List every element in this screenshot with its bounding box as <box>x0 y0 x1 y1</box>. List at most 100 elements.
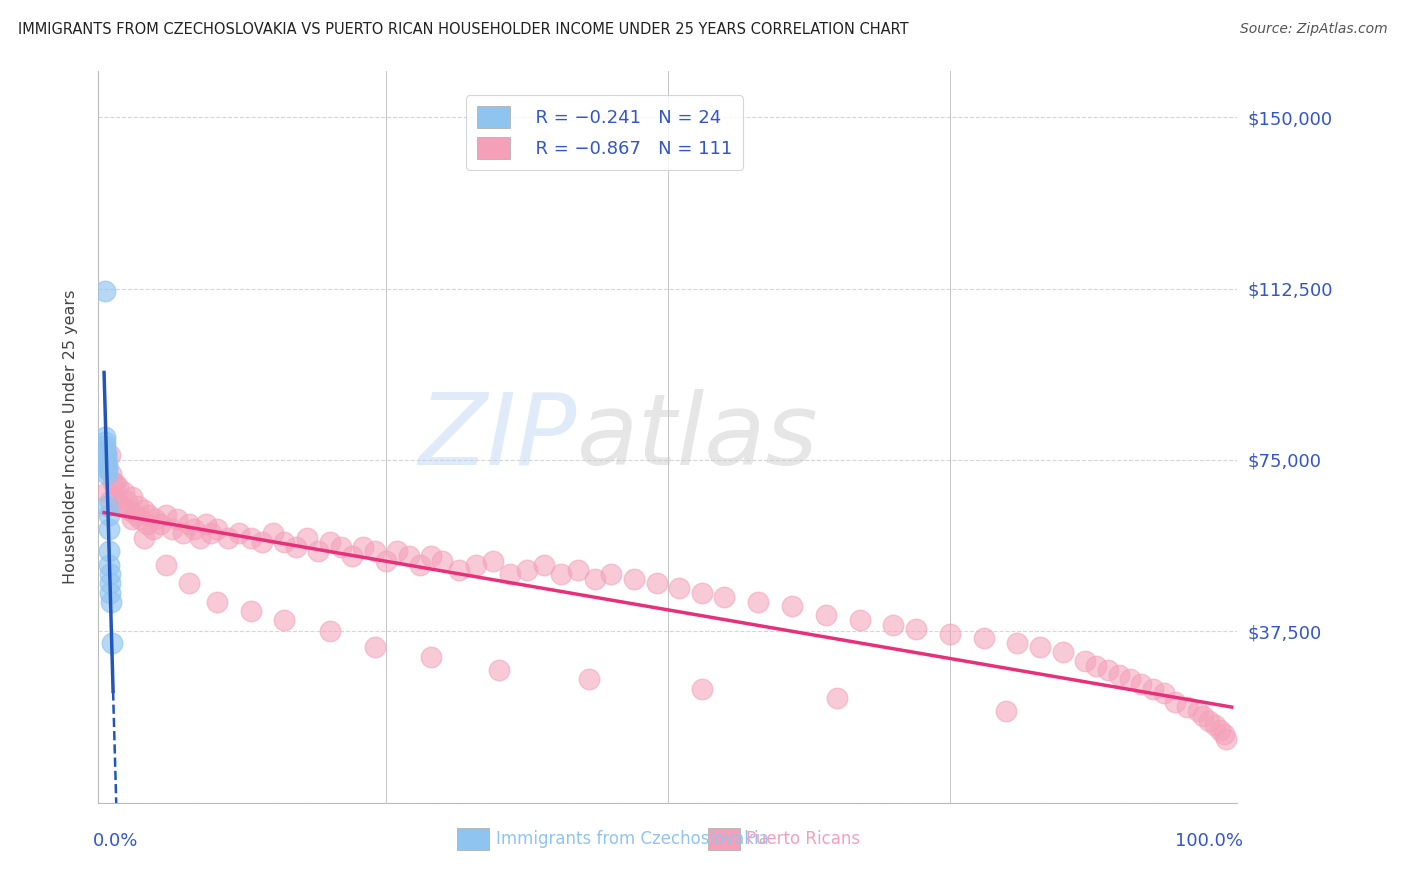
Point <box>200 526 222 541</box>
Point <box>96 453 118 467</box>
Point <box>567 563 589 577</box>
Point <box>118 503 141 517</box>
Point <box>1142 681 1164 696</box>
Point <box>155 508 177 522</box>
Point <box>307 544 329 558</box>
Point <box>516 563 538 577</box>
Text: Immigrants from Czechoslovakia: Immigrants from Czechoslovakia <box>496 830 769 848</box>
Point <box>100 594 122 608</box>
Point <box>1130 677 1153 691</box>
Point <box>98 448 121 462</box>
Point <box>121 490 143 504</box>
Point <box>1119 673 1142 687</box>
Point <box>110 499 132 513</box>
Point <box>98 567 121 582</box>
Point <box>690 585 713 599</box>
Point <box>166 512 188 526</box>
Point <box>340 549 363 563</box>
Point <box>101 475 124 490</box>
Point <box>1007 636 1029 650</box>
Point <box>124 508 146 522</box>
Point <box>177 516 200 531</box>
Point <box>138 508 160 522</box>
Point <box>409 558 432 573</box>
Point <box>375 553 398 567</box>
Point <box>98 494 121 508</box>
Point <box>780 599 803 614</box>
Point <box>205 594 228 608</box>
Point <box>172 526 194 541</box>
Point <box>112 484 135 499</box>
Point <box>107 480 129 494</box>
Point <box>1187 705 1209 719</box>
Point <box>96 446 118 460</box>
Point <box>94 434 117 449</box>
Point <box>623 572 645 586</box>
Point <box>387 544 409 558</box>
Point <box>578 673 600 687</box>
Point <box>94 430 117 444</box>
Point <box>318 624 340 639</box>
Point <box>98 585 121 599</box>
Point <box>104 490 127 504</box>
Point <box>904 622 927 636</box>
Point <box>96 484 118 499</box>
Text: atlas: atlas <box>576 389 818 485</box>
Point <box>155 558 177 573</box>
Point <box>668 581 690 595</box>
Text: 100.0%: 100.0% <box>1175 832 1243 850</box>
Text: IMMIGRANTS FROM CZECHOSLOVAKIA VS PUERTO RICAN HOUSEHOLDER INCOME UNDER 25 YEARS: IMMIGRANTS FROM CZECHOSLOVAKIA VS PUERTO… <box>18 22 908 37</box>
Point <box>363 640 385 655</box>
Point <box>550 567 572 582</box>
Point <box>1212 727 1234 741</box>
Point <box>488 663 510 677</box>
Point <box>1204 718 1226 732</box>
Point <box>938 626 960 640</box>
Point <box>96 450 118 465</box>
Point <box>143 512 166 526</box>
Point <box>1215 731 1237 746</box>
Point <box>97 558 120 573</box>
Point <box>690 681 713 696</box>
Point <box>177 576 200 591</box>
Point <box>121 512 143 526</box>
Point <box>129 512 152 526</box>
Point <box>1097 663 1119 677</box>
Point <box>499 567 522 582</box>
Point <box>273 613 295 627</box>
Point <box>1192 709 1215 723</box>
Text: Source: ZipAtlas.com: Source: ZipAtlas.com <box>1240 22 1388 37</box>
Point <box>96 458 118 472</box>
Point <box>1074 654 1097 668</box>
Point <box>363 544 385 558</box>
Point <box>239 604 262 618</box>
Point <box>273 535 295 549</box>
Point <box>814 608 837 623</box>
Point <box>713 590 735 604</box>
Point <box>1209 723 1232 737</box>
Point <box>97 521 120 535</box>
Text: Puerto Ricans: Puerto Ricans <box>747 830 860 848</box>
Point <box>747 594 769 608</box>
Point <box>97 544 120 558</box>
Point <box>1029 640 1052 655</box>
Point <box>194 516 217 531</box>
Point <box>149 516 172 531</box>
Point <box>217 531 239 545</box>
Point <box>1164 695 1187 709</box>
FancyBboxPatch shape <box>707 829 740 850</box>
Point <box>1153 686 1175 700</box>
Point <box>482 553 505 567</box>
Point <box>98 576 121 591</box>
Point <box>110 499 132 513</box>
Point <box>262 526 284 541</box>
Point <box>1175 699 1198 714</box>
FancyBboxPatch shape <box>457 829 489 850</box>
Point <box>96 499 118 513</box>
Point <box>127 499 149 513</box>
Point <box>533 558 555 573</box>
Point <box>135 516 157 531</box>
Point <box>432 553 454 567</box>
Point <box>973 632 995 646</box>
Point <box>398 549 420 563</box>
